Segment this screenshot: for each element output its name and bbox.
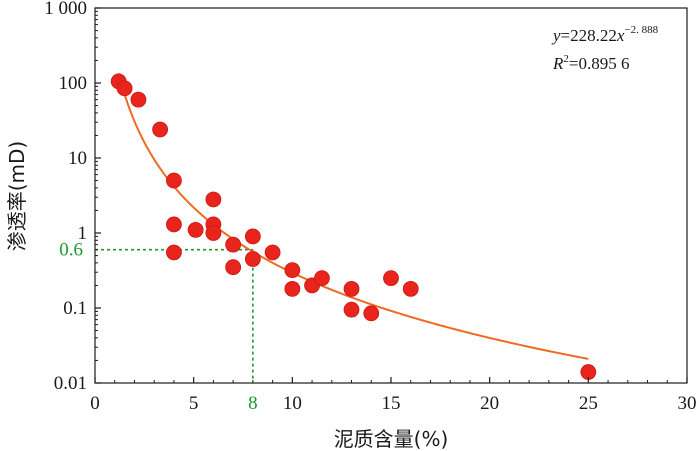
r-squared-sup: 2 <box>563 53 569 65</box>
x-tick-label: 10 <box>283 393 302 414</box>
data-points <box>110 73 597 380</box>
r-squared-value: =0.895 6 <box>569 54 630 73</box>
y-tick-label: 10 <box>68 148 87 169</box>
data-point <box>205 225 222 241</box>
data-point <box>187 221 204 238</box>
data-point <box>363 305 380 322</box>
x-tick-label: 25 <box>579 393 598 414</box>
equation-exponent: −2. 888 <box>624 24 658 36</box>
data-point <box>225 236 242 253</box>
x-tick-label: 0 <box>90 393 100 414</box>
x-tick-label: 5 <box>189 393 199 414</box>
data-point <box>130 91 147 108</box>
equation-y-var: y <box>551 26 561 45</box>
data-point <box>152 121 169 138</box>
data-point <box>244 251 261 267</box>
y-axis-ticks: 0.01 0.1 1 10 100 1 000 <box>44 0 101 394</box>
equation-line: y=228.22x−2. 888 <box>551 24 659 45</box>
data-point <box>244 228 261 245</box>
y-tick-label: 1 000 <box>44 0 87 19</box>
data-point <box>402 280 419 297</box>
y-tick-label: 100 <box>59 73 88 94</box>
data-point <box>284 280 301 297</box>
equation-x-var: x <box>616 26 625 45</box>
fit-curve <box>117 73 589 360</box>
y-tick-label: 0.1 <box>63 298 87 319</box>
y-axis-title: 渗透率(mD) <box>5 141 29 252</box>
data-point <box>205 191 222 208</box>
data-point <box>343 280 360 297</box>
data-point <box>225 259 242 276</box>
data-point <box>166 244 182 261</box>
data-point <box>284 262 301 279</box>
x-axis-title: 泥质含量(%) <box>334 427 449 451</box>
y-tick-label: 1 <box>78 223 88 244</box>
data-point <box>383 270 399 287</box>
r-squared-line: R2=0.895 6 <box>552 53 629 73</box>
x-tick-label: 30 <box>678 393 697 414</box>
data-point <box>314 270 330 287</box>
equation-coefficient: =228.22 <box>561 26 617 45</box>
x-tick-label: 15 <box>382 393 401 414</box>
data-point <box>166 172 182 189</box>
highlight-y-label: 0.6 <box>59 240 83 261</box>
x-tick-label: 20 <box>480 393 499 414</box>
highlight-x-label: 8 <box>248 393 258 414</box>
data-point <box>264 244 281 261</box>
r-squared-var: R <box>552 54 564 73</box>
fit-curve-layer <box>117 73 589 360</box>
data-point <box>166 216 182 233</box>
data-point <box>116 80 133 97</box>
data-point <box>343 301 360 318</box>
y-tick-label: 0.01 <box>54 373 87 394</box>
x-axis-ticks: 0 5 10 15 20 25 30 <box>90 377 697 414</box>
fit-equation: y=228.22x−2. 888 R2=0.895 6 <box>551 24 659 73</box>
